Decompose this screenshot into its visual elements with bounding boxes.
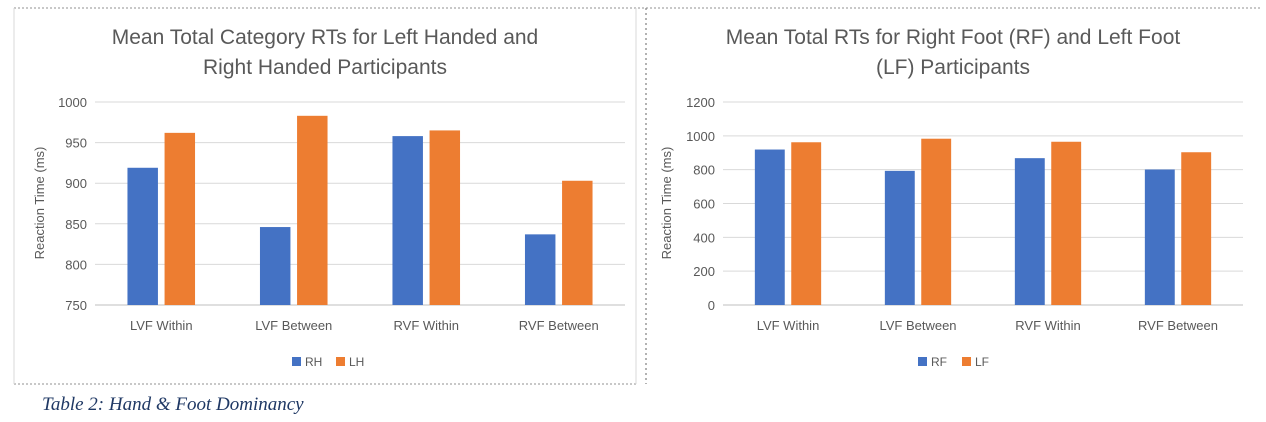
y-tick-label: 400: [693, 230, 715, 245]
x-tick-label: LVF Between: [879, 318, 956, 333]
bar-rf-lvf-within: [754, 149, 785, 305]
bar-lh-lvf-between: [297, 115, 328, 305]
legend-label-lf: LF: [975, 355, 989, 369]
bar-lf-lvf-between: [921, 138, 952, 305]
bar-lf-lvf-within: [791, 142, 822, 305]
y-tick-label: 950: [65, 136, 87, 151]
bar-lh-rvf-within: [429, 130, 461, 305]
bar-lh-lvf-within: [164, 132, 196, 305]
legend-label-lh: LH: [349, 355, 364, 369]
y-tick-label: 800: [693, 163, 715, 178]
x-tick-label: RVF Within: [1015, 318, 1081, 333]
legend-swatch-rf: [918, 357, 927, 366]
x-tick-label: LVF Within: [757, 318, 820, 333]
x-tick-label: RVF Between: [1138, 318, 1218, 333]
y-axis-label: Reaction Time (ms): [659, 147, 674, 260]
y-tick-label: 200: [693, 264, 715, 279]
bar-rf-lvf-between: [884, 170, 915, 305]
bar-rh-lvf-between: [259, 227, 291, 305]
chart-subtitle: (LF) Participants: [876, 56, 1030, 79]
x-tick-label: LVF Between: [255, 318, 332, 333]
x-tick-label: RVF Within: [394, 318, 460, 333]
y-tick-label: 600: [693, 197, 715, 212]
bar-rh-lvf-within: [127, 167, 158, 305]
y-tick-label: 0: [708, 298, 715, 313]
y-tick-label: 1000: [686, 129, 715, 144]
legend-label-rf: RF: [931, 355, 947, 369]
y-tick-label: 1000: [58, 95, 87, 110]
x-tick-label: RVF Between: [519, 318, 599, 333]
legend-swatch-rh: [292, 357, 301, 366]
chart-title: Mean Total RTs for Right Foot (RF) and L…: [726, 26, 1181, 49]
y-tick-label: 800: [65, 257, 87, 272]
hand-dominance-chart: Mean Total Category RTs for Left Handed …: [32, 26, 625, 369]
bar-lf-rvf-between: [1181, 152, 1212, 305]
legend-label-rh: RH: [305, 355, 322, 369]
legend-swatch-lh: [336, 357, 345, 366]
bar-rf-rvf-between: [1144, 169, 1175, 305]
y-tick-label: 900: [65, 176, 87, 191]
bar-rh-rvf-between: [524, 234, 556, 305]
figure-caption: Table 2: Hand & Foot Dominancy: [42, 394, 304, 415]
y-tick-label: 850: [65, 217, 87, 232]
x-tick-label: LVF Within: [130, 318, 193, 333]
foot-dominance-chart: Mean Total RTs for Right Foot (RF) and L…: [659, 26, 1243, 369]
chart-subtitle: Right Handed Participants: [203, 56, 447, 79]
y-tick-label: 750: [65, 298, 87, 313]
bar-rf-rvf-within: [1014, 158, 1045, 305]
legend-swatch-lf: [962, 357, 971, 366]
bar-lh-rvf-between: [562, 180, 593, 305]
bar-rh-rvf-within: [392, 136, 423, 305]
chart-title: Mean Total Category RTs for Left Handed …: [112, 26, 538, 49]
bar-lf-rvf-within: [1051, 141, 1082, 305]
y-tick-label: 1200: [686, 95, 715, 110]
y-axis-label: Reaction Time (ms): [32, 147, 47, 260]
